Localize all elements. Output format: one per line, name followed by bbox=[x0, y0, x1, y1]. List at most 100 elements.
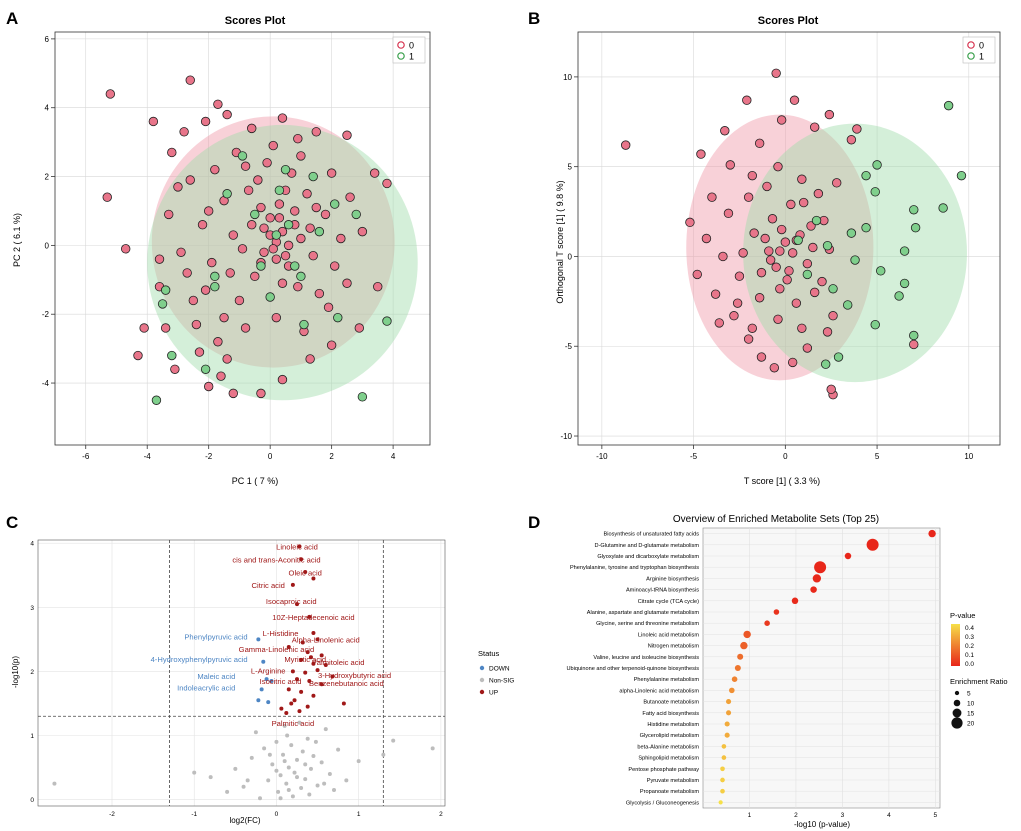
enrichment-dot bbox=[718, 800, 723, 805]
scores-plot-a: Scores Plot PC 1 ( 7 %) PC 2 ( 6.1 %) -6… bbox=[12, 15, 431, 486]
data-point-group-0 bbox=[797, 174, 807, 184]
data-point-group-1 bbox=[843, 300, 853, 310]
legend-title: Status bbox=[478, 649, 500, 658]
data-point-group-0 bbox=[222, 354, 232, 364]
enrichment-dot bbox=[743, 630, 751, 639]
x-axis-label: PC 1 ( 7 %) bbox=[232, 476, 279, 486]
metabolite-label: Gamma-Linolenic acid bbox=[239, 645, 315, 654]
volcano-point-up bbox=[319, 682, 324, 687]
data-point-group-0 bbox=[268, 140, 278, 151]
data-point-group-0 bbox=[243, 185, 254, 196]
data-point-group-1 bbox=[811, 215, 822, 226]
y-tick-label: 4 bbox=[45, 104, 50, 113]
metabolite-label: Maleic acid bbox=[197, 672, 235, 681]
pathway-label: Fatty acid biosynthesis bbox=[642, 711, 699, 717]
data-point-group-0 bbox=[185, 75, 195, 85]
volcano-point-non-sig bbox=[281, 752, 286, 757]
pathway-label: Pyruvate metabolism bbox=[647, 778, 700, 784]
volcano-point-non-sig bbox=[253, 730, 258, 735]
data-point-group-1 bbox=[210, 281, 220, 292]
volcano-point-non-sig bbox=[233, 766, 238, 771]
data-point-group-0 bbox=[274, 213, 285, 223]
panel-label-c: C bbox=[6, 513, 18, 532]
volcano-point-up bbox=[311, 661, 316, 666]
data-point-group-0 bbox=[290, 206, 300, 216]
data-point-group-0 bbox=[824, 109, 835, 120]
legend-marker-down bbox=[479, 665, 485, 671]
enrichment-dot bbox=[866, 538, 879, 551]
size-legend-marker bbox=[953, 699, 961, 707]
data-point-group-0 bbox=[253, 175, 263, 185]
volcano-point-non-sig bbox=[284, 781, 289, 786]
data-point-group-1 bbox=[876, 266, 886, 276]
volcano-point-down bbox=[256, 637, 261, 642]
data-point-group-0 bbox=[277, 374, 288, 385]
data-point-group-1 bbox=[938, 203, 948, 213]
enrichment-dot bbox=[740, 641, 748, 650]
data-point-group-1 bbox=[299, 319, 309, 330]
metabolite-label: 10Z-Heptadecenoic acid bbox=[272, 613, 354, 622]
metabolite-label: Linoleic acid bbox=[276, 543, 318, 552]
data-point-group-0 bbox=[326, 168, 337, 178]
data-point-group-1 bbox=[256, 261, 266, 271]
x-tick-label: -2 bbox=[205, 452, 213, 461]
data-point-group-0 bbox=[732, 298, 743, 308]
data-point-group-0 bbox=[330, 261, 340, 271]
volcano-point-up bbox=[289, 701, 294, 706]
x-tick-label: 1 bbox=[357, 811, 361, 818]
data-point-group-0 bbox=[809, 287, 820, 298]
data-point-group-0 bbox=[240, 323, 251, 333]
enrichment-dot bbox=[814, 561, 827, 574]
data-point-group-0 bbox=[769, 363, 780, 373]
volcano-point-non-sig bbox=[305, 736, 310, 741]
data-point-group-0 bbox=[787, 357, 798, 368]
pathway-label: Alanine, aspartate and glutamate metabol… bbox=[587, 610, 700, 616]
data-point-group-0 bbox=[776, 224, 787, 235]
data-point-group-1 bbox=[899, 278, 910, 289]
data-point-group-0 bbox=[754, 293, 765, 303]
data-point-group-0 bbox=[621, 140, 631, 150]
data-point-group-0 bbox=[826, 384, 836, 395]
metabolite-label: Alpha-Linolenic acid bbox=[292, 636, 360, 645]
pathway-label: Histidine metabolism bbox=[647, 722, 699, 728]
data-point-group-0 bbox=[809, 122, 820, 132]
data-point-group-0 bbox=[305, 354, 315, 364]
y-axis-label: -log10(p) bbox=[11, 656, 20, 688]
data-point-group-0 bbox=[765, 255, 776, 265]
volcano-point-up bbox=[284, 711, 289, 716]
x-axis-label: log2(FC) bbox=[229, 816, 260, 825]
data-point-group-0 bbox=[280, 251, 291, 261]
x-tick-label: 10 bbox=[964, 452, 973, 461]
data-point-group-0 bbox=[323, 302, 334, 313]
volcano-point-non-sig bbox=[270, 762, 275, 767]
data-point-group-0 bbox=[203, 206, 214, 216]
plot-frame bbox=[37, 539, 446, 807]
data-point-group-0 bbox=[271, 254, 282, 264]
size-legend-marker bbox=[952, 708, 962, 718]
data-point-group-0 bbox=[256, 202, 266, 213]
y-tick-label: 0 bbox=[568, 252, 573, 261]
volcano-point-up bbox=[308, 655, 313, 660]
enrichment-dot bbox=[764, 620, 770, 626]
pathway-label: Linoleic acid metabolism bbox=[638, 632, 699, 638]
y-tick-label: -5 bbox=[565, 342, 573, 351]
volcano-point-up bbox=[341, 701, 346, 706]
data-point-group-0 bbox=[311, 202, 321, 213]
data-point-group-0 bbox=[148, 116, 159, 127]
colorbar-tick-label: 0.4 bbox=[965, 625, 974, 632]
data-point-group-1 bbox=[820, 359, 831, 369]
data-point-group-0 bbox=[828, 311, 838, 321]
data-point-group-0 bbox=[738, 248, 748, 258]
data-point-group-0 bbox=[756, 352, 767, 362]
metabolite-label: 3-Hydroxybutyric acid bbox=[318, 671, 391, 680]
volcano-point-non-sig bbox=[274, 739, 279, 744]
data-point-group-1 bbox=[802, 269, 813, 280]
volcano-point-non-sig bbox=[297, 720, 302, 725]
colorbar-tick-label: 0.3 bbox=[965, 634, 974, 641]
data-point-group-0 bbox=[176, 247, 186, 257]
data-point-group-0 bbox=[219, 312, 229, 323]
x-tick-label: 3 bbox=[841, 812, 845, 819]
volcano-point-non-sig bbox=[295, 775, 299, 780]
data-point-group-1 bbox=[314, 226, 325, 237]
data-point-group-0 bbox=[105, 89, 116, 99]
